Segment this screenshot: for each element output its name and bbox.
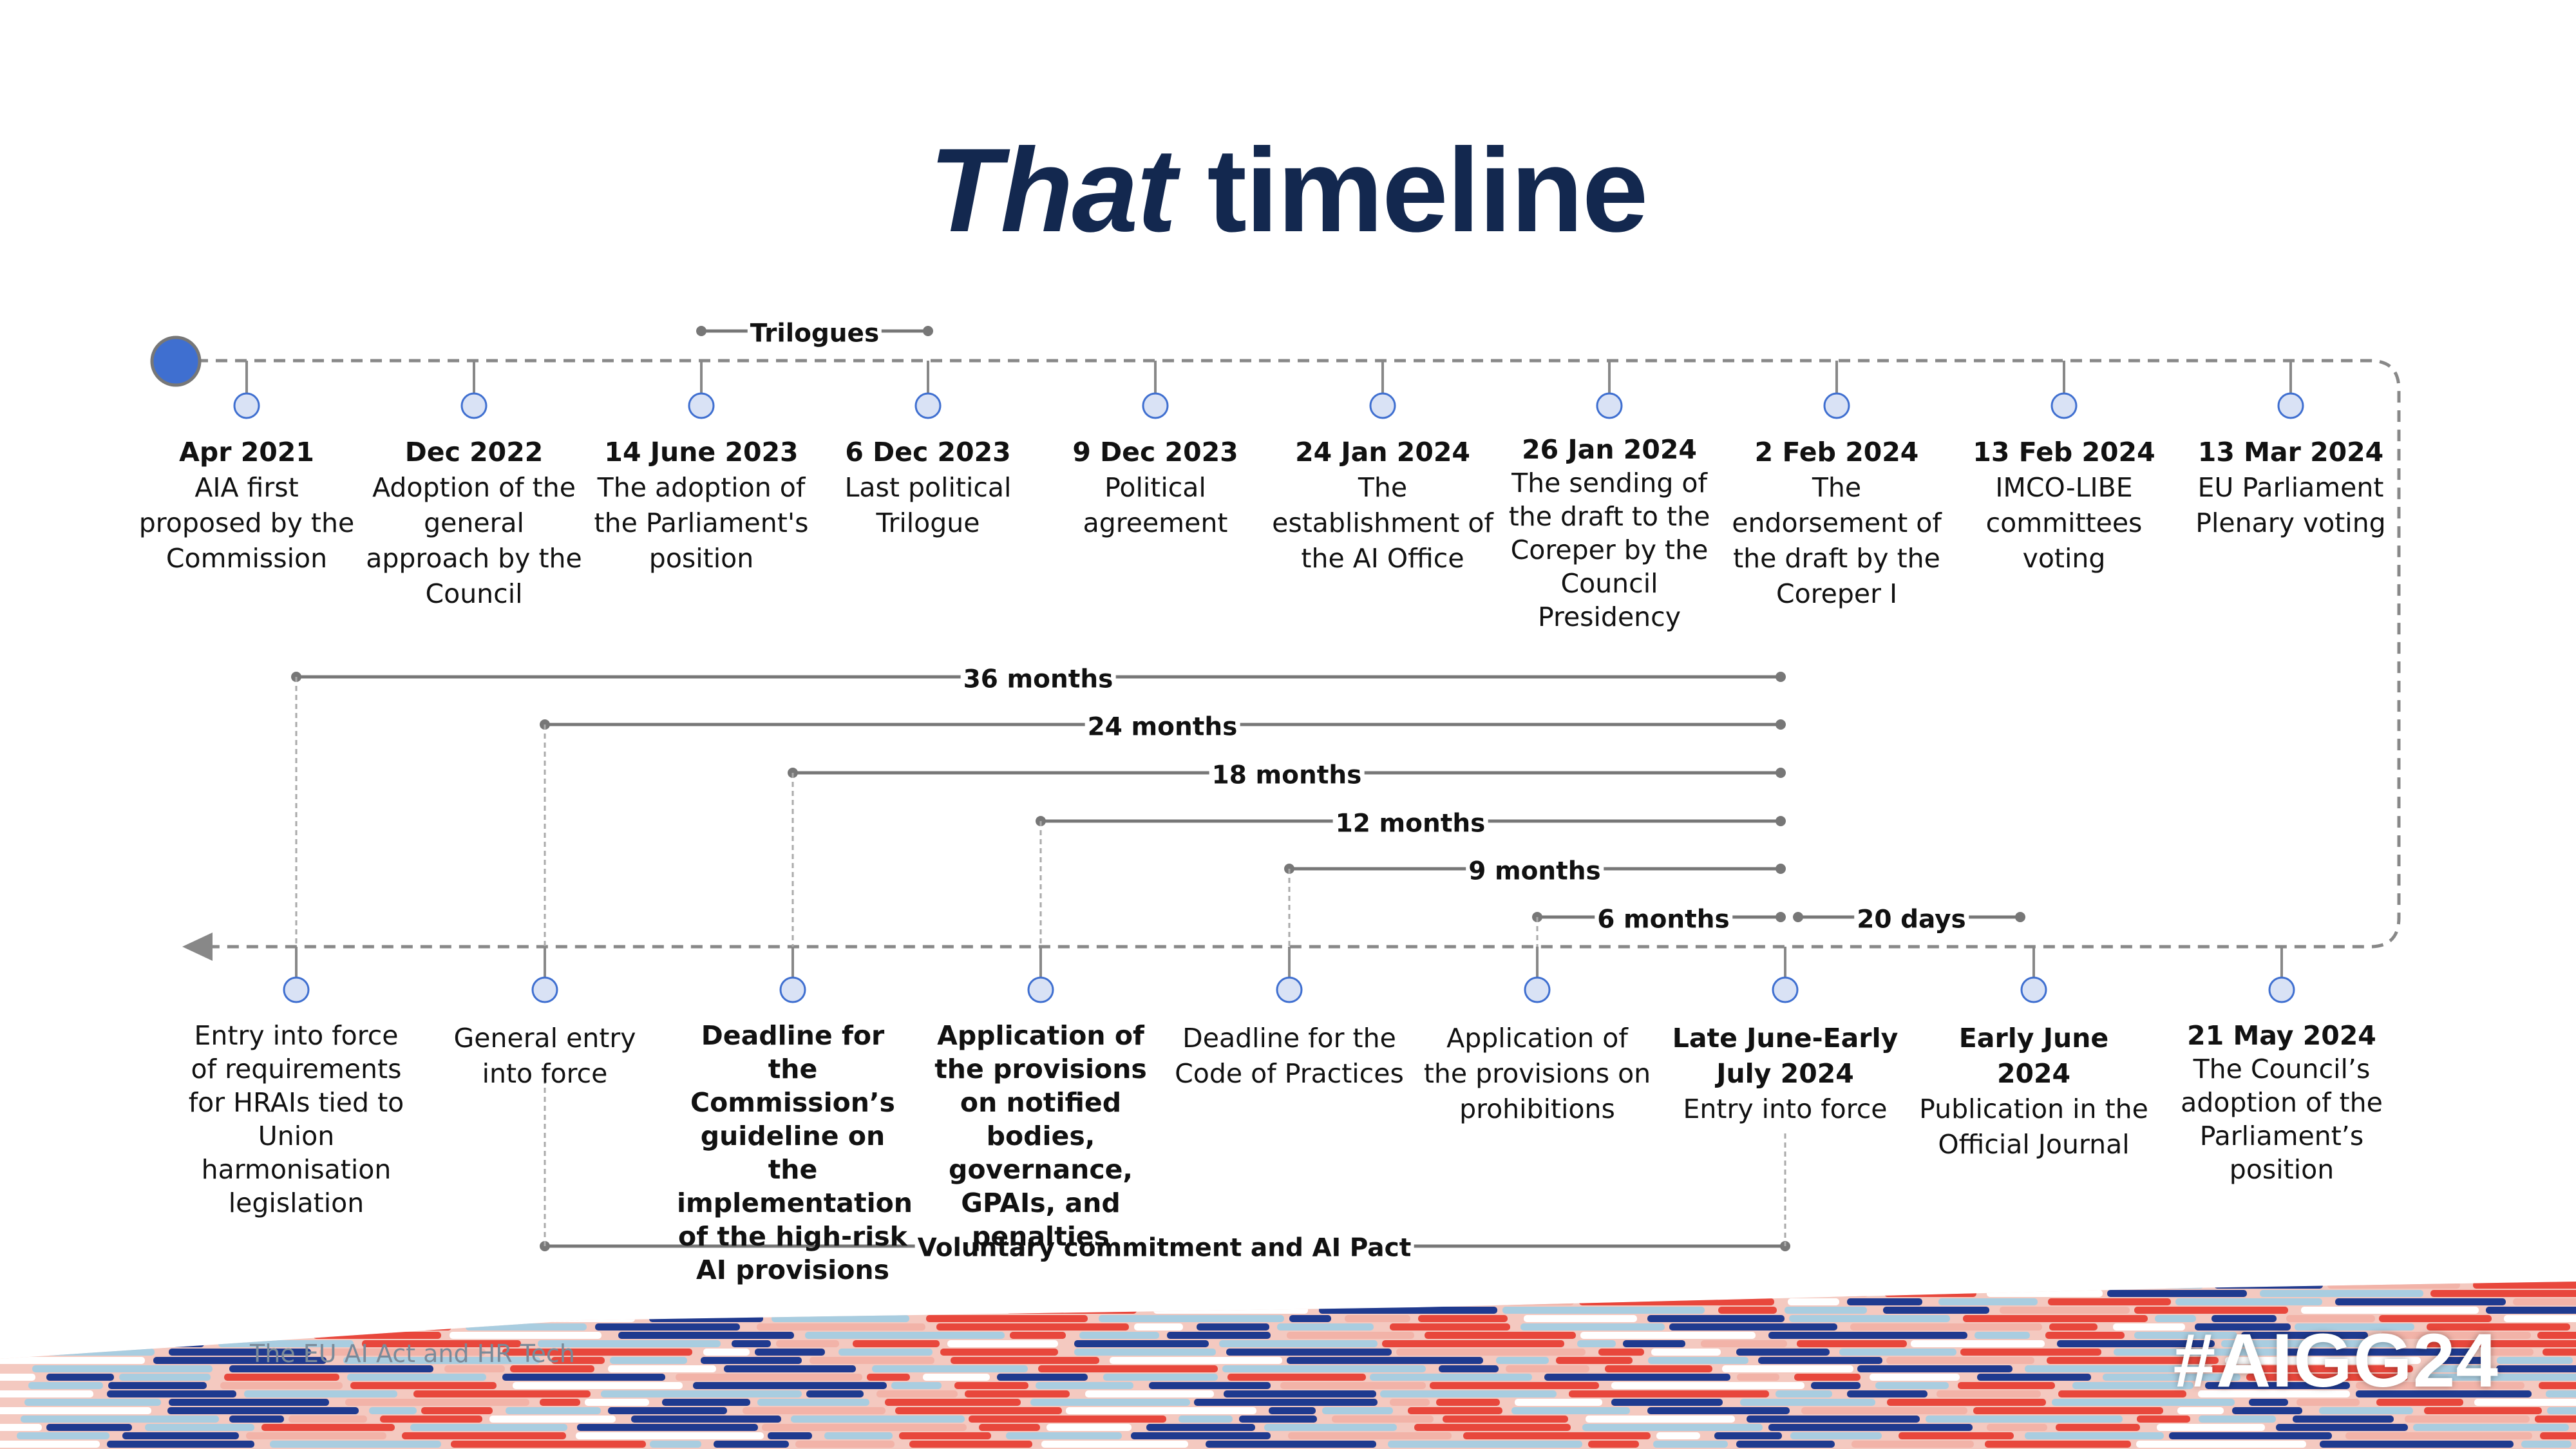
milestone-date: 6 Dec 2023 [845, 437, 1011, 468]
milestone-date: 24 Jan 2024 [1295, 437, 1470, 468]
milestone-node [460, 392, 488, 419]
milestone-date: Early June 2024 [1958, 1023, 2109, 1089]
milestone-node [2277, 392, 2304, 419]
top-milestone: 13 Mar 2024 EU Parliament Plenary voting [2175, 435, 2407, 541]
top-milestone: 14 June 2023 The adoption of the Parliame… [585, 435, 817, 576]
milestone-description: Application of the provisions on prohibi… [1423, 1023, 1651, 1124]
milestone-date: 9 Dec 2023 [1072, 437, 1238, 468]
duration-span-start [1793, 912, 1803, 922]
milestone-description: The adoption of the Parliament's positio… [594, 472, 809, 574]
footer-caption: The EU AI Act and HR Tech [250, 1340, 575, 1368]
duration-span-label: 24 months [1084, 712, 1240, 742]
milestone-date: 26 Jan 2024 [1522, 434, 1697, 465]
milestone-node [1142, 392, 1169, 419]
top-milestone: 6 Dec 2023 Last political Trilogue [812, 435, 1044, 541]
bottom-milestone: Early June 2024 Publication in the Offici… [1918, 1021, 2150, 1162]
milestone-node [1524, 976, 1551, 1003]
page-title: That timeline [0, 122, 2576, 259]
milestone-description: The sending of the draft to the Coreper … [1508, 468, 1710, 632]
milestone-description: Adoption of the general approach by the … [366, 472, 582, 609]
milestone-node [283, 976, 310, 1003]
duration-span-end [1776, 672, 1786, 682]
milestone-description: General entry into force [453, 1023, 636, 1089]
milestone-date: Late June-Early July 2024 [1672, 1023, 1899, 1089]
milestone-node [779, 976, 806, 1003]
milestone-description: EU Parliament Plenary voting [2195, 472, 2386, 538]
voluntary-label: Voluntary commitment and AI Pact [914, 1233, 1414, 1263]
milestone-description: Publication in the Official Journal [1919, 1094, 2148, 1160]
milestone-node [1369, 392, 1396, 419]
milestone-description: Deadline for the Commission’s guideline … [677, 1020, 913, 1285]
milestone-description: The Council’s adoption of the Parliament… [2181, 1054, 2383, 1185]
bottom-milestone: 21 May 2024 The Council’s adoption of the… [2166, 1019, 2398, 1186]
top-milestone: 9 Dec 2023 Political agreement [1039, 435, 1271, 541]
milestone-description: The endorsement of the draft by the Core… [1732, 472, 1942, 609]
milestone-description: AIA first proposed by the Commission [138, 472, 355, 574]
event-hashtag: #AIGG24 [2173, 1318, 2499, 1403]
milestone-node [2050, 392, 2078, 419]
page-title-emphasis: That [929, 124, 1177, 257]
trilogues-label: Trilogues [747, 319, 882, 348]
milestone-date: 13 Mar 2024 [2197, 437, 2384, 468]
top-milestone: 13 Feb 2024 IMCO-LIBE committees voting [1948, 435, 2180, 576]
milestone-node [1596, 392, 1623, 419]
milestone-node [914, 392, 942, 419]
bottom-milestone: Deadline for the Commission’s guideline … [677, 1019, 913, 1287]
milestone-node [1276, 976, 1303, 1003]
milestone-node [531, 976, 558, 1003]
milestone-description: Last political Trilogue [844, 472, 1012, 538]
timeline-arrow-head [182, 933, 213, 961]
trilogues-bracket-start [696, 326, 706, 336]
milestone-node [1823, 392, 1850, 419]
top-milestone: 24 Jan 2024 The establishment of the AI O… [1267, 435, 1499, 576]
milestone-description: Deadline for the Code of Practices [1175, 1023, 1404, 1089]
duration-span-end [1776, 912, 1786, 922]
milestone-date: Apr 2021 [179, 437, 314, 468]
milestone-node [2268, 976, 2295, 1003]
top-milestone: 2 Feb 2024 The endorsement of the draft b… [1721, 435, 1953, 612]
milestone-node [1772, 976, 1799, 1003]
duration-span-label: 9 months [1466, 857, 1604, 886]
milestone-date: 21 May 2024 [2187, 1020, 2376, 1051]
milestone-node [233, 392, 260, 419]
page-title-rest: timeline [1207, 124, 1648, 257]
duration-span-label: 12 months [1332, 809, 1488, 838]
milestone-description: Political agreement [1083, 472, 1228, 538]
duration-span-end [1776, 719, 1786, 730]
duration-span-end [1776, 864, 1786, 874]
duration-span-end [1776, 768, 1786, 778]
timeline-main-path [177, 359, 2401, 949]
bottom-milestone: Application of the provisions on prohibi… [1421, 1021, 1653, 1127]
milestone-description: Application of the provisions on notifie… [934, 1020, 1147, 1252]
bottom-milestone: Deadline for the Code of Practices [1173, 1021, 1405, 1092]
milestone-node [688, 392, 715, 419]
milestone-description: IMCO-LIBE committees voting [1985, 472, 2143, 574]
milestone-date: 2 Feb 2024 [1754, 437, 1919, 468]
timeline-start-node [150, 336, 202, 387]
milestone-node [2020, 976, 2047, 1003]
duration-span-label: 20 days [1854, 905, 1969, 934]
duration-span-end [2015, 912, 2025, 922]
milestone-date: 13 Feb 2024 [1973, 437, 2155, 468]
bottom-milestone: Application of the provisions on notifie… [925, 1019, 1157, 1253]
milestone-description: The establishment of the AI Office [1272, 472, 1493, 574]
milestone-description: Entry into force of requirements for HRA… [188, 1020, 404, 1218]
duration-span-end [1776, 816, 1786, 826]
bottom-milestone: General entry into force [429, 1021, 661, 1092]
duration-span-label: 18 months [1209, 761, 1365, 790]
bottom-milestone: Entry into force of requirements for HRA… [180, 1019, 412, 1220]
milestone-date: Dec 2022 [404, 437, 544, 468]
top-milestone: Apr 2021 AIA first proposed by the Commis… [131, 435, 363, 576]
duration-span-label: 36 months [960, 665, 1116, 694]
milestone-description: Entry into force [1683, 1094, 1888, 1124]
duration-span-label: 6 months [1595, 905, 1732, 934]
milestone-node [1027, 976, 1054, 1003]
top-milestone: 26 Jan 2024 The sending of the draft to t… [1493, 433, 1725, 634]
trilogues-bracket-end [923, 326, 933, 336]
milestone-date: 14 June 2023 [604, 437, 799, 468]
top-milestone: Dec 2022 Adoption of the general approach… [358, 435, 590, 612]
bottom-milestone: Late June-Early July 2024 Entry into forc… [1669, 1021, 1901, 1127]
